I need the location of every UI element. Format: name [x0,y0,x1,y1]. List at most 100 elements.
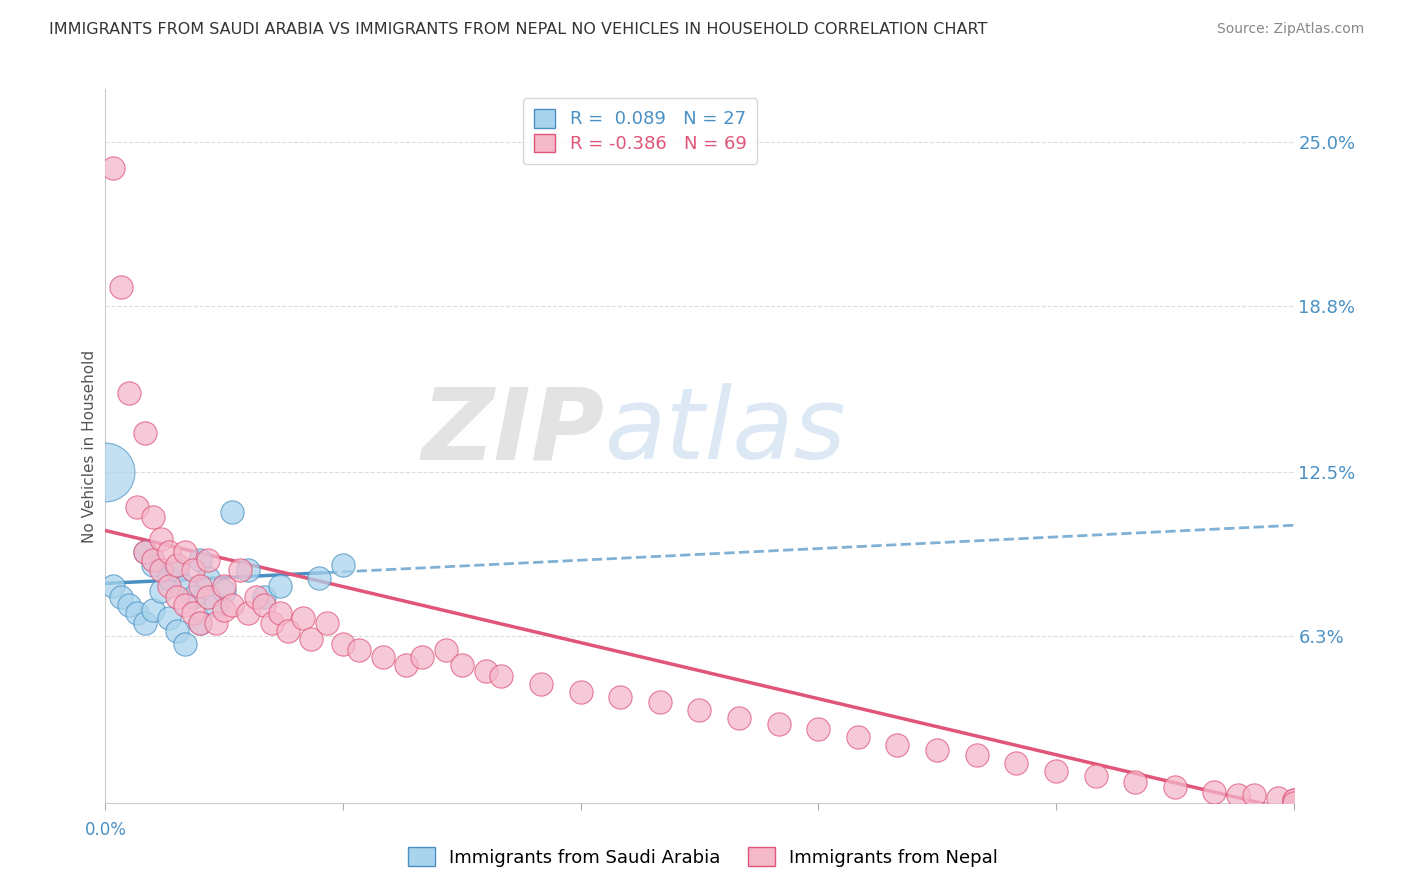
Point [149,584,172,599]
Point [118,386,141,401]
Point [371,650,394,665]
Legend: R =  0.089   N = 27, R = -0.386   N = 69: R = 0.089 N = 27, R = -0.386 N = 69 [523,98,758,164]
Point [316,616,339,631]
Point [142,603,165,617]
Point [332,637,354,651]
Point [214,579,236,593]
Point [205,598,228,612]
Point [181,563,204,577]
Point [1045,764,1067,778]
Point [1267,790,1289,805]
Legend: Immigrants from Saudi Arabia, Immigrants from Nepal: Immigrants from Saudi Arabia, Immigrants… [401,840,1005,874]
Point [1123,774,1146,789]
Point [103,161,125,176]
Point [134,616,156,631]
Point [269,579,291,593]
Point [173,545,195,559]
Point [134,545,156,559]
Point [966,748,988,763]
Text: ZIP: ZIP [422,384,605,480]
Point [149,532,172,546]
Point [269,606,291,620]
Point [1164,780,1187,794]
Text: 0.0%: 0.0% [84,821,127,838]
Point [1005,756,1028,771]
Point [166,624,188,638]
Point [110,280,132,294]
Point [236,563,259,577]
Point [292,611,315,625]
Point [134,425,156,440]
Point [260,616,283,631]
Point [173,579,195,593]
Point [221,505,243,519]
Point [569,685,592,699]
Point [648,695,671,709]
Point [190,616,212,631]
Point [229,563,252,577]
Point [190,616,212,631]
Point [127,500,149,514]
Point [173,598,195,612]
Point [118,598,141,612]
Point [236,606,259,620]
Point [142,552,165,566]
Text: Source: ZipAtlas.com: Source: ZipAtlas.com [1216,22,1364,37]
Point [157,571,180,585]
Point [103,579,125,593]
Point [142,510,165,524]
Point [768,716,790,731]
Point [886,738,908,752]
Point [134,545,156,559]
Text: IMMIGRANTS FROM SAUDI ARABIA VS IMMIGRANTS FROM NEPAL NO VEHICLES IN HOUSEHOLD C: IMMIGRANTS FROM SAUDI ARABIA VS IMMIGRAN… [49,22,987,37]
Point [332,558,354,572]
Point [157,611,180,625]
Point [1282,796,1305,810]
Point [347,642,370,657]
Point [1282,793,1305,807]
Point [530,677,553,691]
Point [299,632,322,646]
Point [214,603,236,617]
Point [807,722,830,736]
Point [395,658,418,673]
Point [308,571,330,585]
Point [1282,793,1305,807]
Point [157,545,180,559]
Point [190,552,212,566]
Point [474,664,496,678]
Point [149,563,172,577]
Point [253,598,276,612]
Point [1204,785,1226,799]
Y-axis label: No Vehicles in Household: No Vehicles in Household [82,350,97,542]
Point [197,571,219,585]
Point [253,590,276,604]
Point [434,642,457,657]
Point [197,590,219,604]
Point [1084,769,1107,783]
Point [689,703,711,717]
Point [166,563,188,577]
Point [157,579,180,593]
Point [214,584,236,599]
Point [166,558,188,572]
Point [110,590,132,604]
Point [190,579,212,593]
Point [450,658,472,673]
Point [127,606,149,620]
Point [277,624,299,638]
Point [1227,788,1250,802]
Point [245,590,267,604]
Point [1243,788,1265,802]
Point [181,606,204,620]
Point [142,558,165,572]
Point [491,669,513,683]
Point [925,743,948,757]
Point [205,616,228,631]
Point [609,690,631,704]
Point [181,590,204,604]
Point [166,590,188,604]
Point [411,650,433,665]
Point [197,552,219,566]
Text: atlas: atlas [605,384,846,480]
